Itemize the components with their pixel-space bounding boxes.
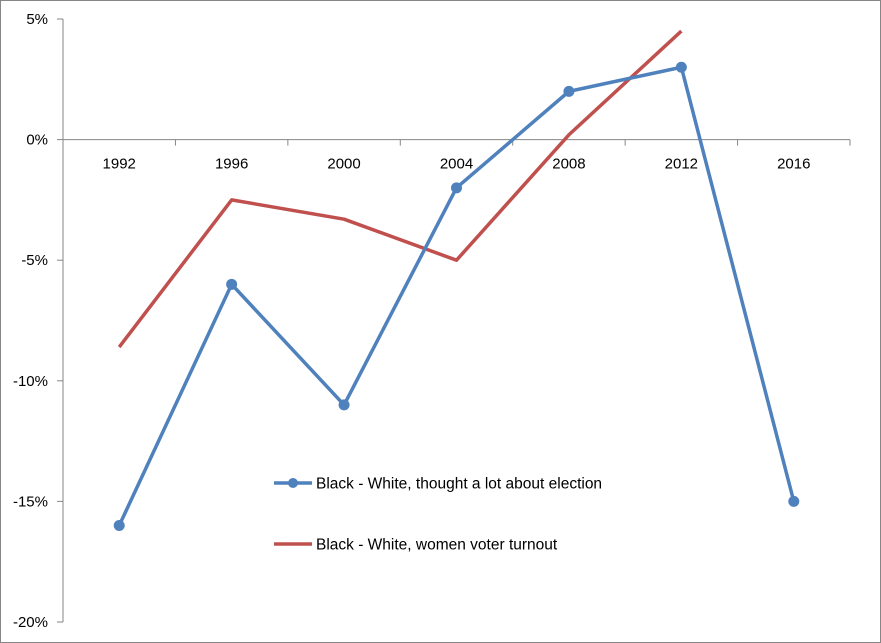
x-tick-label: 1996 <box>215 156 248 173</box>
x-tick-label: 2000 <box>327 156 360 173</box>
y-tick-label: -20% <box>13 614 48 631</box>
x-tick-label: 2016 <box>777 156 810 173</box>
legend-label-thought-a-lot: Black - White, thought a lot about elect… <box>316 476 602 493</box>
series-layer <box>113 29 800 532</box>
data-point-marker <box>113 520 125 532</box>
data-point-marker <box>563 85 575 97</box>
legend-marker-blue <box>288 478 298 488</box>
legend-item-thought-a-lot: Black - White, thought a lot about elect… <box>274 476 602 493</box>
legend-label-voter-turnout: Black - White, women voter turnout <box>316 537 558 554</box>
data-point-marker <box>788 495 800 507</box>
y-axis-ticks: 5% 0% -5% -10% -15% -20% <box>13 11 63 631</box>
y-tick-label: 0% <box>26 132 48 149</box>
y-tick-label: -5% <box>21 252 48 269</box>
series-line-0 <box>117 65 796 527</box>
axes <box>62 19 850 622</box>
series-line-1 <box>117 29 683 349</box>
legend-item-voter-turnout: Black - White, women voter turnout <box>274 537 558 554</box>
data-point-marker <box>226 278 238 290</box>
y-tick-label: -10% <box>13 373 48 390</box>
data-point-marker <box>451 182 462 194</box>
x-tick-label: 2008 <box>552 156 585 173</box>
x-axis-ticks: 1992 1996 2000 2004 2008 2012 2016 <box>62 139 851 173</box>
x-tick-label: 1992 <box>103 156 136 173</box>
x-tick-label: 2004 <box>440 156 473 173</box>
y-tick-label: 5% <box>26 11 48 28</box>
data-point-marker <box>338 399 350 411</box>
legend: Black - White, thought a lot about elect… <box>274 476 602 554</box>
data-point-marker <box>675 61 687 73</box>
y-tick-label: -15% <box>13 493 48 510</box>
x-tick-label: 2012 <box>665 156 698 173</box>
